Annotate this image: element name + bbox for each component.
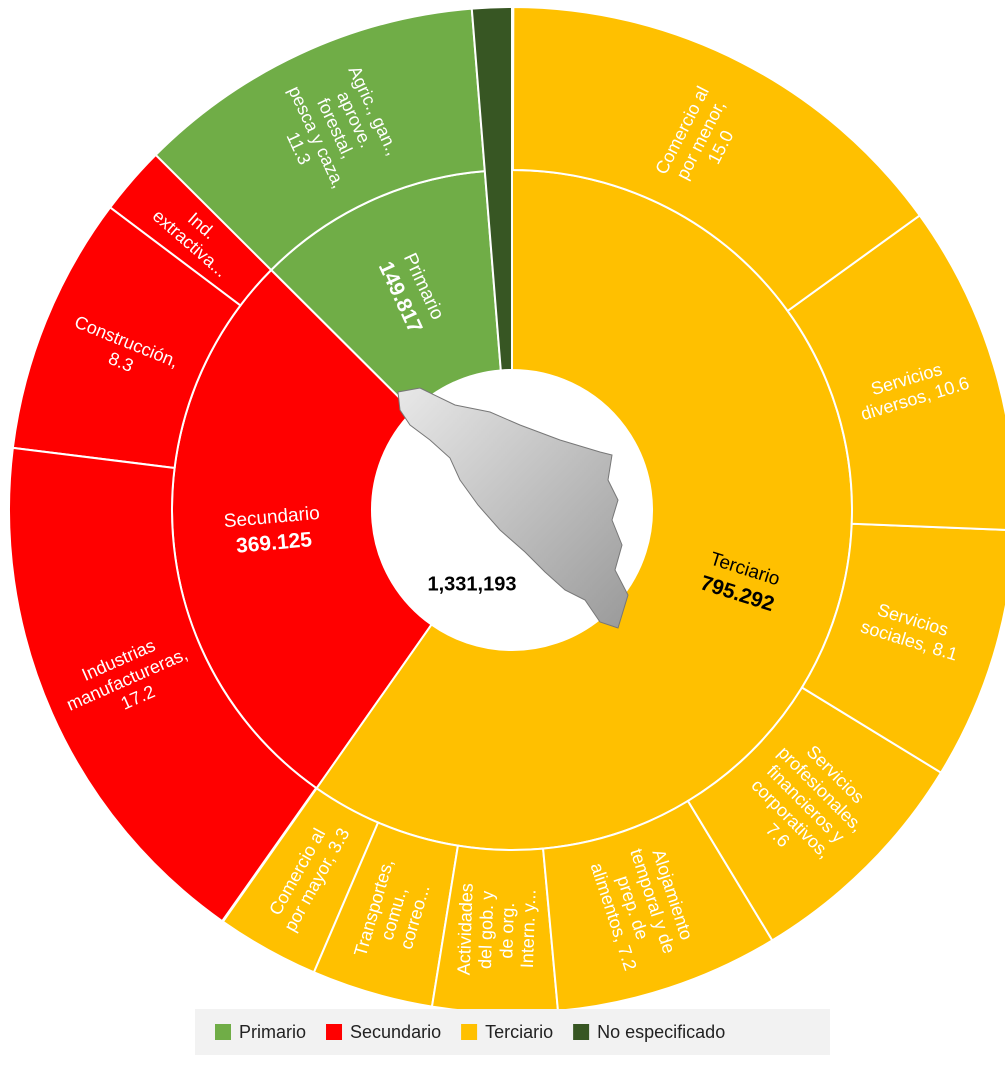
outer-segment [786, 214, 1005, 531]
outer-segment [8, 446, 318, 923]
legend-background [195, 1009, 830, 1055]
legend-swatch [573, 1024, 590, 1040]
legend-label: Terciario [485, 1022, 553, 1042]
state-map [397, 387, 629, 629]
inner-segment [470, 5, 513, 372]
legend-label: Primario [239, 1022, 306, 1042]
outer-label: Actividades del gob. y de org. Intern. y… [453, 878, 539, 978]
outer-segment [800, 522, 1005, 774]
legend: Primario Secundario Terciario No especifica… [215, 1022, 725, 1042]
outer-segment [11, 206, 242, 470]
legend-label: Secundario [350, 1022, 441, 1042]
outer-label: Servicios profesionales, financieros y c… [730, 727, 886, 883]
total-label: 1,331,193 [428, 573, 517, 595]
legend-swatch [461, 1024, 478, 1040]
outer-segment [108, 153, 273, 307]
legend-swatch [326, 1024, 343, 1040]
outer-segment [686, 686, 943, 942]
outer-segment [511, 5, 922, 313]
outer-segment [221, 786, 380, 974]
legend-swatch [215, 1024, 231, 1040]
outer-segment [312, 821, 460, 1008]
legend-label: No especificado [597, 1022, 725, 1042]
